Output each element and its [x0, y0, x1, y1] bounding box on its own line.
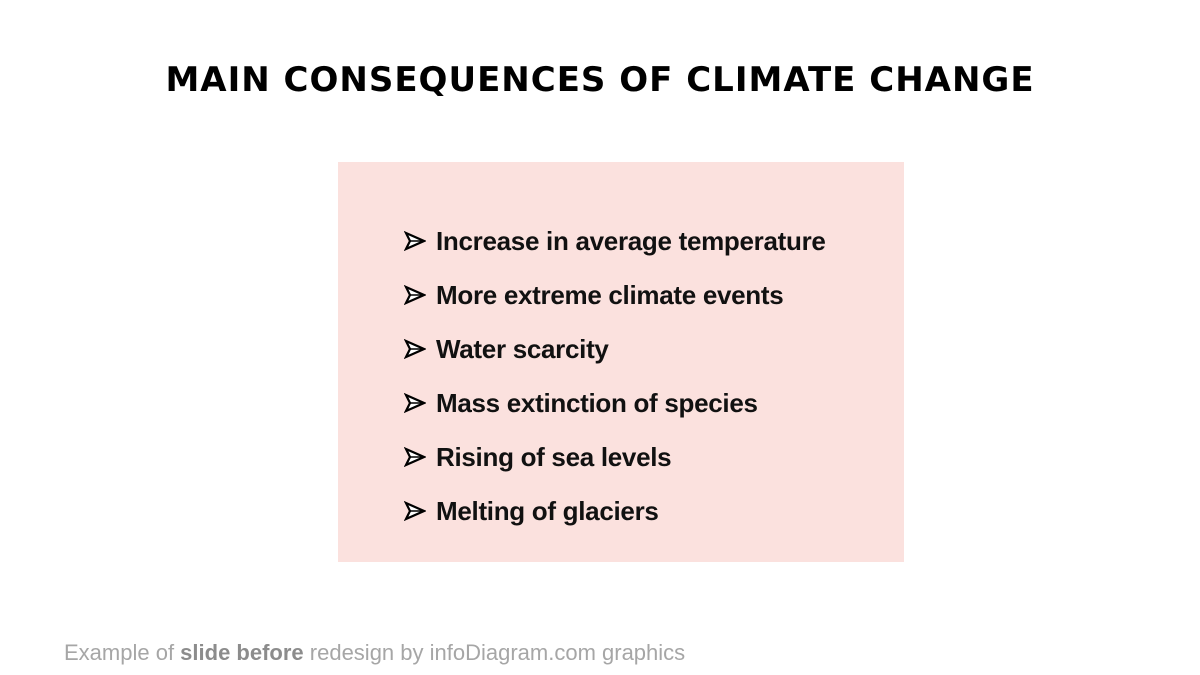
footer-caption: Example of slide before redesign by info… [64, 640, 685, 666]
slide-title: MAIN CONSEQUENCES OF CLIMATE CHANGE [165, 60, 1035, 100]
bullet-box: Increase in average temperature More ext… [338, 162, 904, 562]
bullet-text: Melting of glaciers [436, 495, 659, 526]
arrowhead-bullet-icon [404, 393, 436, 413]
list-item: Water scarcity [404, 322, 826, 376]
footer-text-start: Example of [64, 640, 181, 665]
bullet-list: Increase in average temperature More ext… [404, 214, 826, 538]
footer-text-end: redesign by infoDiagram.com graphics [303, 640, 686, 665]
footer-text-bold: slide before [180, 640, 304, 665]
bullet-text: Increase in average temperature [436, 225, 826, 256]
bullet-text: Water scarcity [436, 333, 609, 364]
list-item: Mass extinction of species [404, 376, 826, 430]
arrowhead-bullet-icon [404, 339, 436, 359]
arrowhead-bullet-icon [404, 285, 436, 305]
arrowhead-bullet-icon [404, 501, 436, 521]
arrowhead-bullet-icon [404, 231, 436, 251]
bullet-text: More extreme climate events [436, 279, 784, 310]
list-item: Melting of glaciers [404, 484, 826, 538]
bullet-text: Rising of sea levels [436, 441, 672, 472]
list-item: More extreme climate events [404, 268, 826, 322]
bullet-text: Mass extinction of species [436, 387, 758, 418]
list-item: Rising of sea levels [404, 430, 826, 484]
list-item: Increase in average temperature [404, 214, 826, 268]
arrowhead-bullet-icon [404, 447, 436, 467]
